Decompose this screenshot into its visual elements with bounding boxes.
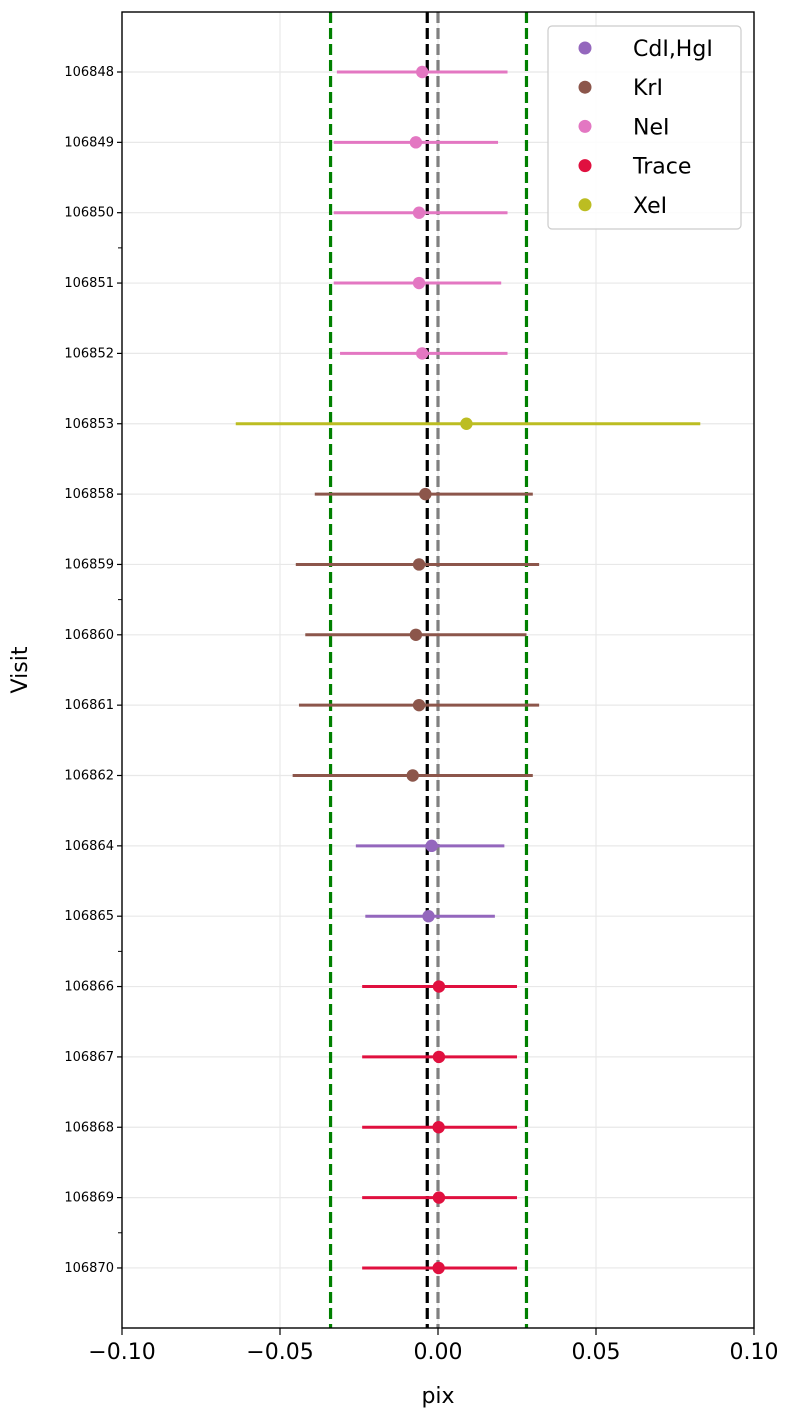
y-tick-label: 106867 bbox=[64, 1050, 114, 1065]
y-axis: 106848 106849 106850 106851 106852 106853 1068… bbox=[64, 65, 122, 1276]
x-axis: −0.10 −0.05 0.00 0.05 0.10 bbox=[88, 1328, 778, 1365]
y-tick-label: 106852 bbox=[64, 346, 114, 361]
data-point bbox=[432, 1191, 446, 1204]
y-tick-label: 106860 bbox=[64, 628, 114, 643]
data-point bbox=[412, 206, 426, 219]
x-tick-label: 0.00 bbox=[414, 1340, 463, 1365]
y-tick-label: 106849 bbox=[64, 135, 114, 150]
data-point bbox=[432, 1121, 445, 1134]
data-point bbox=[432, 980, 446, 993]
data-point bbox=[460, 417, 473, 430]
y-tick-label: 106853 bbox=[64, 417, 114, 432]
y-tick-label: 106859 bbox=[64, 557, 114, 572]
x-tick-label: −0.05 bbox=[246, 1340, 313, 1365]
x-tick-label: −0.10 bbox=[88, 1340, 155, 1365]
legend-label: XeI bbox=[633, 194, 667, 219]
reference-lines bbox=[328, 12, 529, 1328]
y-tick-label: 106848 bbox=[64, 65, 114, 80]
data-point bbox=[419, 487, 432, 501]
legend-label: Trace bbox=[632, 155, 691, 180]
data-point bbox=[412, 276, 426, 290]
legend-label: NeI bbox=[633, 115, 669, 140]
x-tick-label: 0.05 bbox=[572, 1340, 621, 1365]
data-point bbox=[416, 65, 429, 79]
y-tick-label: 106850 bbox=[64, 206, 114, 221]
data-marks bbox=[235, 65, 701, 1275]
legend: CdI,HgI KrI NeI Trace XeI bbox=[547, 25, 742, 230]
y-tick-label: 106851 bbox=[64, 276, 114, 291]
y-tick-label: 106866 bbox=[64, 980, 114, 995]
y-tick-label: 106865 bbox=[64, 909, 114, 924]
x-tick-label: 0.10 bbox=[730, 1340, 779, 1365]
data-point bbox=[412, 698, 426, 712]
data-point bbox=[409, 136, 423, 149]
data-point bbox=[432, 1261, 445, 1275]
data-point bbox=[409, 628, 423, 641]
legend-marker bbox=[578, 159, 592, 173]
y-axis-label: Visit bbox=[8, 646, 33, 693]
data-point bbox=[432, 1050, 446, 1064]
y-tick-label: 106858 bbox=[64, 487, 114, 502]
y-tick-label: 106868 bbox=[64, 1120, 114, 1135]
legend-box bbox=[547, 25, 742, 230]
legend-label: KrI bbox=[633, 76, 663, 101]
data-point bbox=[416, 347, 429, 360]
y-tick-label: 106862 bbox=[64, 769, 114, 784]
legend-marker bbox=[578, 119, 592, 133]
data-point bbox=[406, 769, 419, 782]
legend-label: CdI,HgI bbox=[633, 37, 713, 62]
y-tick-label: 106869 bbox=[64, 1191, 114, 1206]
legend-marker bbox=[578, 80, 592, 94]
x-axis-label: pix bbox=[421, 1384, 454, 1409]
data-point bbox=[425, 839, 438, 853]
data-point bbox=[412, 558, 426, 571]
legend-marker bbox=[578, 41, 592, 55]
legend-marker bbox=[578, 198, 592, 212]
data-point bbox=[422, 910, 435, 923]
y-tick-label: 106864 bbox=[64, 839, 114, 854]
y-tick-label: 106861 bbox=[64, 698, 114, 713]
y-tick-label: 106870 bbox=[64, 1261, 114, 1276]
